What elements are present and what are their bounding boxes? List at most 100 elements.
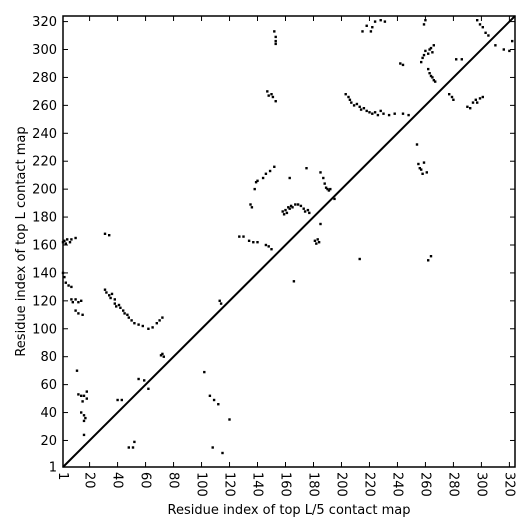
contact-point: [74, 309, 77, 312]
contact-point: [253, 187, 256, 191]
contact-point: [481, 95, 484, 99]
contact-point: [326, 187, 329, 191]
contact-point: [133, 322, 136, 325]
contact-point: [113, 302, 116, 305]
y-tick-label: 120: [32, 294, 57, 309]
contact-point: [428, 48, 431, 51]
contact-point: [147, 327, 150, 330]
contact-point: [469, 107, 472, 110]
contact-point: [85, 397, 88, 400]
contact-point: [422, 161, 426, 164]
x-tick-label: 260: [417, 472, 432, 497]
x-tick-label: 100: [194, 472, 209, 497]
contact-point: [421, 172, 424, 175]
contact-point: [359, 108, 363, 111]
contact-point: [289, 204, 293, 208]
y-tick-label: 300: [32, 43, 57, 58]
contact-point: [117, 303, 121, 307]
contact-point: [494, 44, 497, 47]
x-tick-label: 40: [110, 472, 125, 489]
contact-point: [305, 167, 308, 170]
contact-point: [421, 56, 424, 60]
contact-point: [306, 208, 310, 212]
contact-point: [350, 101, 353, 104]
x-axis-ticks: 1 20 40 60 80 100 120 140 160 180 200 220 240 260 280 3…: [55, 16, 516, 497]
contact-point: [242, 235, 245, 238]
contact-point: [478, 23, 482, 26]
x-tick-label: 200: [333, 472, 348, 497]
contact-point: [82, 433, 86, 437]
contact-point: [428, 72, 431, 75]
x-tick-label: 300: [473, 472, 488, 497]
y-tick-label: 200: [32, 183, 57, 198]
contact-point: [287, 206, 290, 209]
diagonal-line: [62, 15, 516, 468]
contact-point: [221, 451, 224, 455]
contact-point: [460, 58, 463, 61]
contact-point: [254, 181, 258, 184]
contact-point: [82, 414, 86, 417]
contact-point: [228, 418, 231, 421]
contact-point: [108, 234, 111, 237]
contact-point: [63, 275, 66, 279]
contact-point: [113, 298, 116, 301]
contact-point: [274, 35, 277, 39]
y-tick-label: 180: [32, 211, 57, 226]
contact-point: [75, 369, 79, 372]
contact-point: [379, 19, 382, 22]
contact-point: [355, 102, 359, 106]
y-tick-label: 140: [32, 266, 57, 281]
contact-point: [429, 74, 433, 78]
y-tick-label: 320: [32, 15, 57, 30]
contact-point: [110, 292, 114, 296]
x-tick-label: 240: [389, 472, 404, 497]
contact-point: [399, 62, 402, 65]
x-tick-label: 320: [501, 472, 516, 497]
contact-point: [502, 48, 505, 51]
contact-point: [116, 398, 119, 402]
contact-point: [266, 90, 269, 93]
contact-point: [105, 291, 108, 294]
contact-point: [432, 79, 435, 82]
contact-point: [268, 169, 272, 173]
contact-point: [127, 316, 130, 319]
contact-point: [256, 241, 259, 244]
contact-point: [247, 239, 251, 242]
contact-points-layer: [61, 19, 514, 455]
contact-point: [511, 39, 514, 43]
y-tick-label: 160: [32, 238, 57, 253]
contact-point: [407, 113, 410, 117]
contact-point: [481, 26, 484, 29]
contact-point: [64, 281, 67, 284]
contact-point: [401, 63, 405, 67]
contact-point: [264, 243, 268, 247]
contact-point: [369, 30, 373, 33]
contact-point: [77, 301, 80, 304]
contact-point: [64, 242, 67, 245]
contact-point: [274, 39, 277, 43]
contact-point: [508, 49, 511, 53]
y-tick-label: 100: [32, 322, 57, 337]
contact-point: [427, 52, 430, 55]
x-tick-label: 80: [166, 472, 181, 489]
contact-point: [82, 394, 86, 397]
contact-point: [420, 60, 423, 64]
contact-point: [274, 100, 277, 103]
contact-point: [476, 19, 479, 22]
contact-point: [143, 379, 146, 382]
contact-point: [323, 182, 326, 185]
contact-point: [466, 105, 469, 108]
contact-point: [81, 313, 84, 316]
contact-point: [422, 23, 426, 26]
contact-point: [303, 210, 307, 213]
contact-point: [358, 257, 361, 261]
x-axis-label: Residue index of top L/5 contact map: [168, 503, 411, 518]
contact-point: [161, 352, 164, 356]
contact-point: [267, 94, 270, 97]
contact-point: [282, 213, 286, 216]
contact-point: [393, 112, 396, 115]
contact-point: [120, 398, 123, 402]
contact-point: [119, 306, 122, 309]
contact-point: [476, 101, 479, 104]
contact-point: [273, 165, 276, 168]
